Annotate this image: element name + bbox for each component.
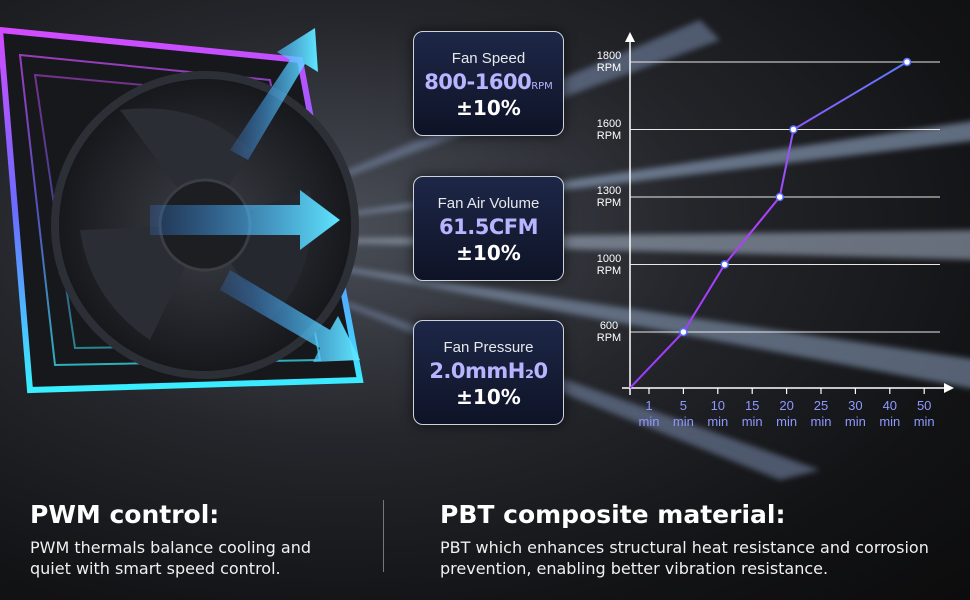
data-point [679,327,688,337]
spec-title: Fan Air Volume [437,195,540,212]
data-point [720,260,729,269]
data-line [629,61,908,389]
y-tick-label: 600 RPM [596,320,622,344]
airflow-arrows [150,28,360,362]
x-tick-label: 40 min [879,398,901,429]
x-tick-label: 20 min [776,398,798,429]
spec-tolerance: ±10% [456,96,521,120]
spec-title: Fan Pressure [443,339,534,356]
spec-tolerance: ±10% [456,385,521,409]
data-point [775,192,784,202]
spec-card: Fan Air Volume 61.5CFM ±10% [413,176,564,281]
x-tick-label: 25 min [810,398,832,429]
feature-section: PWM control: PWM thermals balance cooling… [30,500,350,579]
feature-title: PBT composite material: [440,500,786,529]
feature-title: PWM control: [30,500,220,529]
spec-value: 61.5CFM [414,215,563,239]
spec-number: 800-1600 [424,70,532,94]
x-tick-label: 15 min [741,398,763,429]
spec-number: 61.5CFM [439,215,538,239]
divider [383,500,384,572]
spec-tolerance: ±10% [456,241,521,265]
x-axis-arrow [944,383,954,393]
feature-text: PBT which enhances structural heat resis… [440,538,929,578]
data-point [789,125,798,134]
feature-text: PWM thermals balance cooling and quiet w… [30,538,311,578]
spec-card: Fan Speed 800-1600RPM ±10% [413,31,564,136]
y-tick-label: 1600 RPM [596,117,622,142]
data-point [902,57,912,67]
x-tick-label: 1 min [638,398,660,429]
x-tick-label: 10 min [707,398,729,429]
spec-value: 800-1600RPM [414,70,563,94]
y-tick-label: 1000 RPM [596,252,622,277]
spec-card: Fan Pressure 2.0mmH₂0 ±10% [413,320,564,425]
spec-title: Fan Speed [451,50,526,67]
y-axis-arrow [625,32,635,42]
y-tick-label: 1800 RPM [596,50,622,74]
x-tick-label: 30 min [844,398,866,429]
x-tick-label: 50 min [913,398,935,429]
feature-section: PBT composite material: PBT which enhance… [440,500,960,579]
spec-unit: RPM [531,81,553,92]
y-tick-label: 1300 RPM [596,185,622,209]
x-tick-label: 5 min [672,398,694,429]
spec-value: 2.0mmH₂0 [414,359,563,383]
spec-number: 2.0mmH₂0 [429,359,548,383]
